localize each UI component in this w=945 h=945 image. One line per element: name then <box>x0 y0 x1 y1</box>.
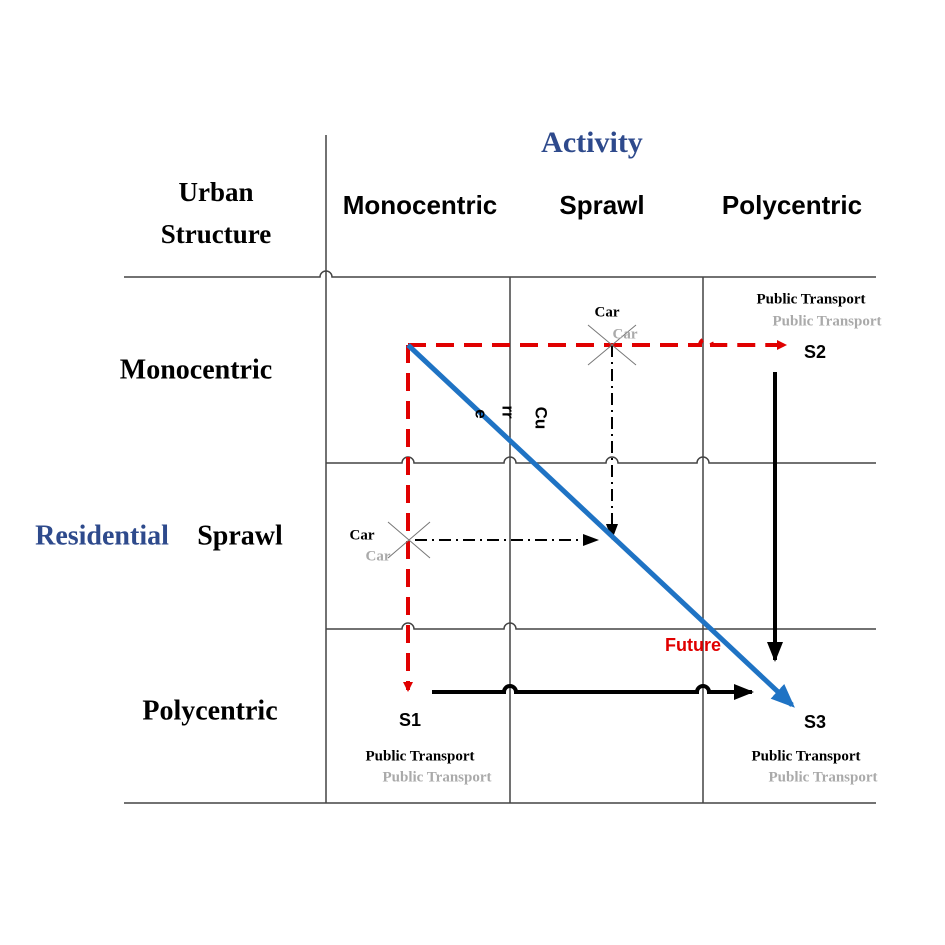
current-fragment: e <box>472 409 491 418</box>
column-header: Sprawl <box>559 190 644 220</box>
row-axis-label: Residential <box>35 520 169 551</box>
column-header: Polycentric <box>722 190 862 220</box>
future-label: Future <box>665 635 721 655</box>
row-header: Monocentric <box>120 354 272 385</box>
current-fragment: Cu <box>532 407 551 430</box>
transport-label: Public Transport <box>756 291 865 307</box>
transport-label: Public Transport <box>365 748 474 764</box>
column-header: Monocentric <box>343 190 498 220</box>
row-header: Sprawl <box>197 520 283 551</box>
car-label-shadow: Car <box>613 326 638 342</box>
current-fragment: rr <box>499 405 518 419</box>
scenario-label: S1 <box>399 710 421 730</box>
transport-label: Public Transport <box>751 748 860 764</box>
transport-label-shadow: Public Transport <box>768 769 877 785</box>
car-label: Car <box>595 304 620 320</box>
title: Activity <box>541 126 643 159</box>
arrows <box>387 324 795 708</box>
grid <box>124 135 876 804</box>
car-label-shadow: Car <box>366 548 391 564</box>
corner-label: Urban <box>178 177 253 207</box>
transport-label-shadow: Public Transport <box>772 313 881 329</box>
row-header: Polycentric <box>142 695 277 726</box>
scenario-label: S3 <box>804 712 826 732</box>
transport-label-shadow: Public Transport <box>382 769 491 785</box>
labels: Activity Urban Structure Monocentric Spr… <box>35 126 881 786</box>
corner-label: Structure <box>161 219 271 249</box>
car-label: Car <box>350 527 375 543</box>
scenario-label: S2 <box>804 342 826 362</box>
